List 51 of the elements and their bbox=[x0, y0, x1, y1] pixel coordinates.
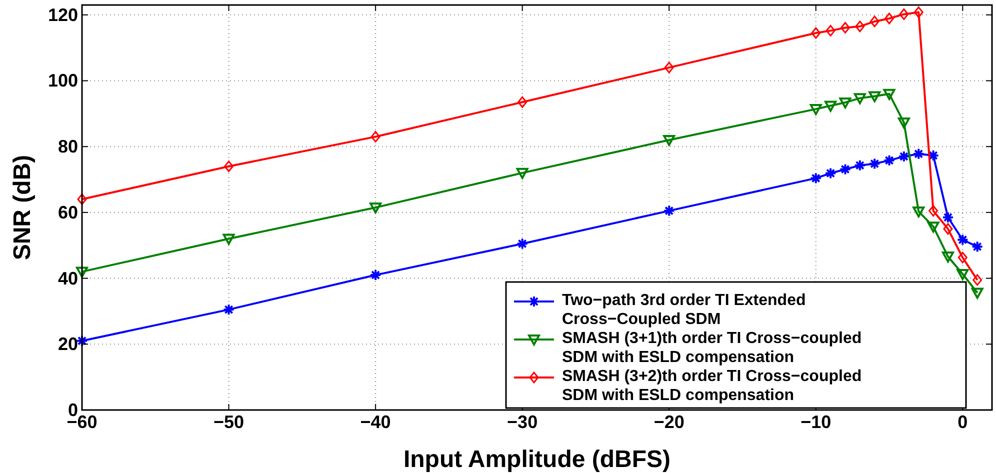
y-tick-label: 60 bbox=[58, 202, 78, 222]
legend-label: SMASH (3+2)th order TI Cross−coupled SDM with ESLD compensation bbox=[562, 368, 862, 404]
point bbox=[868, 91, 881, 102]
point bbox=[839, 97, 852, 108]
point bbox=[370, 202, 382, 214]
x-tick-label: −40 bbox=[360, 412, 391, 432]
point bbox=[912, 206, 925, 218]
point bbox=[942, 252, 954, 263]
point bbox=[914, 6, 924, 18]
x-axis-title: Input Amplitude (dBFS) bbox=[403, 446, 671, 473]
point bbox=[928, 205, 938, 217]
legend-label: Two−path 3rd order TI Extended Cross−Coupled SDM bbox=[562, 292, 806, 328]
point bbox=[855, 20, 865, 32]
point bbox=[972, 274, 982, 286]
point bbox=[811, 27, 821, 39]
point bbox=[664, 62, 674, 74]
point bbox=[663, 135, 676, 146]
point bbox=[810, 104, 822, 116]
x-tick-label: −20 bbox=[654, 412, 684, 432]
point bbox=[927, 222, 940, 233]
x-tick-label: −10 bbox=[800, 412, 832, 432]
point bbox=[956, 269, 969, 280]
point bbox=[943, 223, 953, 235]
point bbox=[516, 168, 528, 179]
point bbox=[854, 93, 866, 104]
point bbox=[824, 100, 837, 112]
point bbox=[883, 88, 896, 100]
y-tick-label: 100 bbox=[48, 70, 78, 91]
y-tick-label: 20 bbox=[58, 334, 78, 354]
point bbox=[76, 266, 88, 278]
point bbox=[958, 252, 968, 264]
point bbox=[898, 118, 910, 129]
point bbox=[870, 16, 880, 28]
legend-label: SMASH (3+1)th order TI Cross−coupled SDM with ESLD compensation bbox=[562, 330, 862, 366]
point bbox=[224, 160, 234, 172]
y-tick-label: 80 bbox=[58, 136, 78, 157]
point bbox=[826, 24, 836, 36]
x-tick-label: −30 bbox=[507, 412, 538, 432]
point bbox=[899, 8, 909, 20]
y-tick-label: 40 bbox=[58, 268, 78, 288]
point bbox=[971, 288, 984, 299]
point bbox=[840, 22, 850, 34]
x-tick-label: 0 bbox=[958, 412, 968, 432]
x-tick-label: −50 bbox=[214, 412, 244, 432]
point bbox=[884, 12, 894, 24]
point bbox=[222, 234, 235, 245]
point bbox=[77, 194, 87, 206]
point bbox=[518, 96, 528, 108]
point bbox=[370, 130, 380, 142]
y-axis-title: SNR (dB) bbox=[9, 154, 36, 260]
y-tick-label: 120 bbox=[48, 4, 78, 25]
